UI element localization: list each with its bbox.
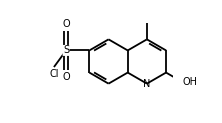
Text: OH: OH <box>183 77 198 87</box>
Text: S: S <box>63 45 69 55</box>
Text: Cl: Cl <box>49 69 59 78</box>
Text: O: O <box>62 72 70 82</box>
Text: O: O <box>62 19 70 29</box>
Text: N: N <box>143 79 151 89</box>
